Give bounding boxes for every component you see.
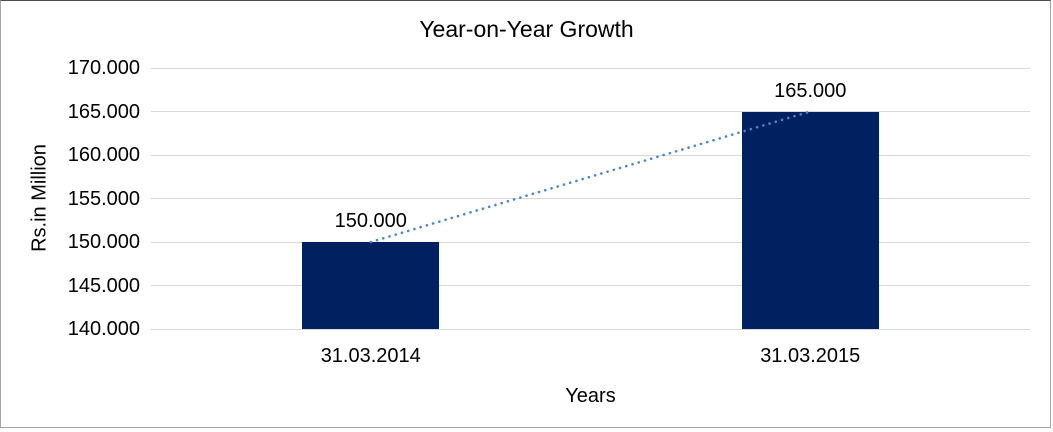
x-tick-label: 31.03.2015 [760,345,861,367]
gridline [151,285,1030,286]
x-tick-label: 31.03.2014 [320,345,421,367]
plot-area: 150.000 165.000 [151,67,1030,330]
bar-31-03-2014 [302,242,440,329]
y-tick-label: 160.000 [67,144,140,166]
y-tick-label: 140.000 [67,318,140,340]
gridline [151,111,1030,112]
y-tick-label: 145.000 [67,274,140,297]
y-tick-label: 170.000 [67,57,140,79]
y-tick-label: 155.000 [67,187,140,210]
data-label: 165.000 [774,79,847,102]
data-label: 150.000 [334,210,407,232]
bar-31-03-2015 [741,111,879,329]
gridline [151,154,1030,156]
gridline [151,198,1030,199]
trendline [369,110,812,244]
gridline [151,328,1030,330]
gridline [151,241,1030,243]
x-axis-title: Years [565,385,616,407]
chart-title: Year-on-Year Growth [419,16,634,42]
y-tick-label: 165.000 [67,100,140,123]
gridline [151,67,1030,69]
y-tick-label: 150.000 [67,231,140,253]
